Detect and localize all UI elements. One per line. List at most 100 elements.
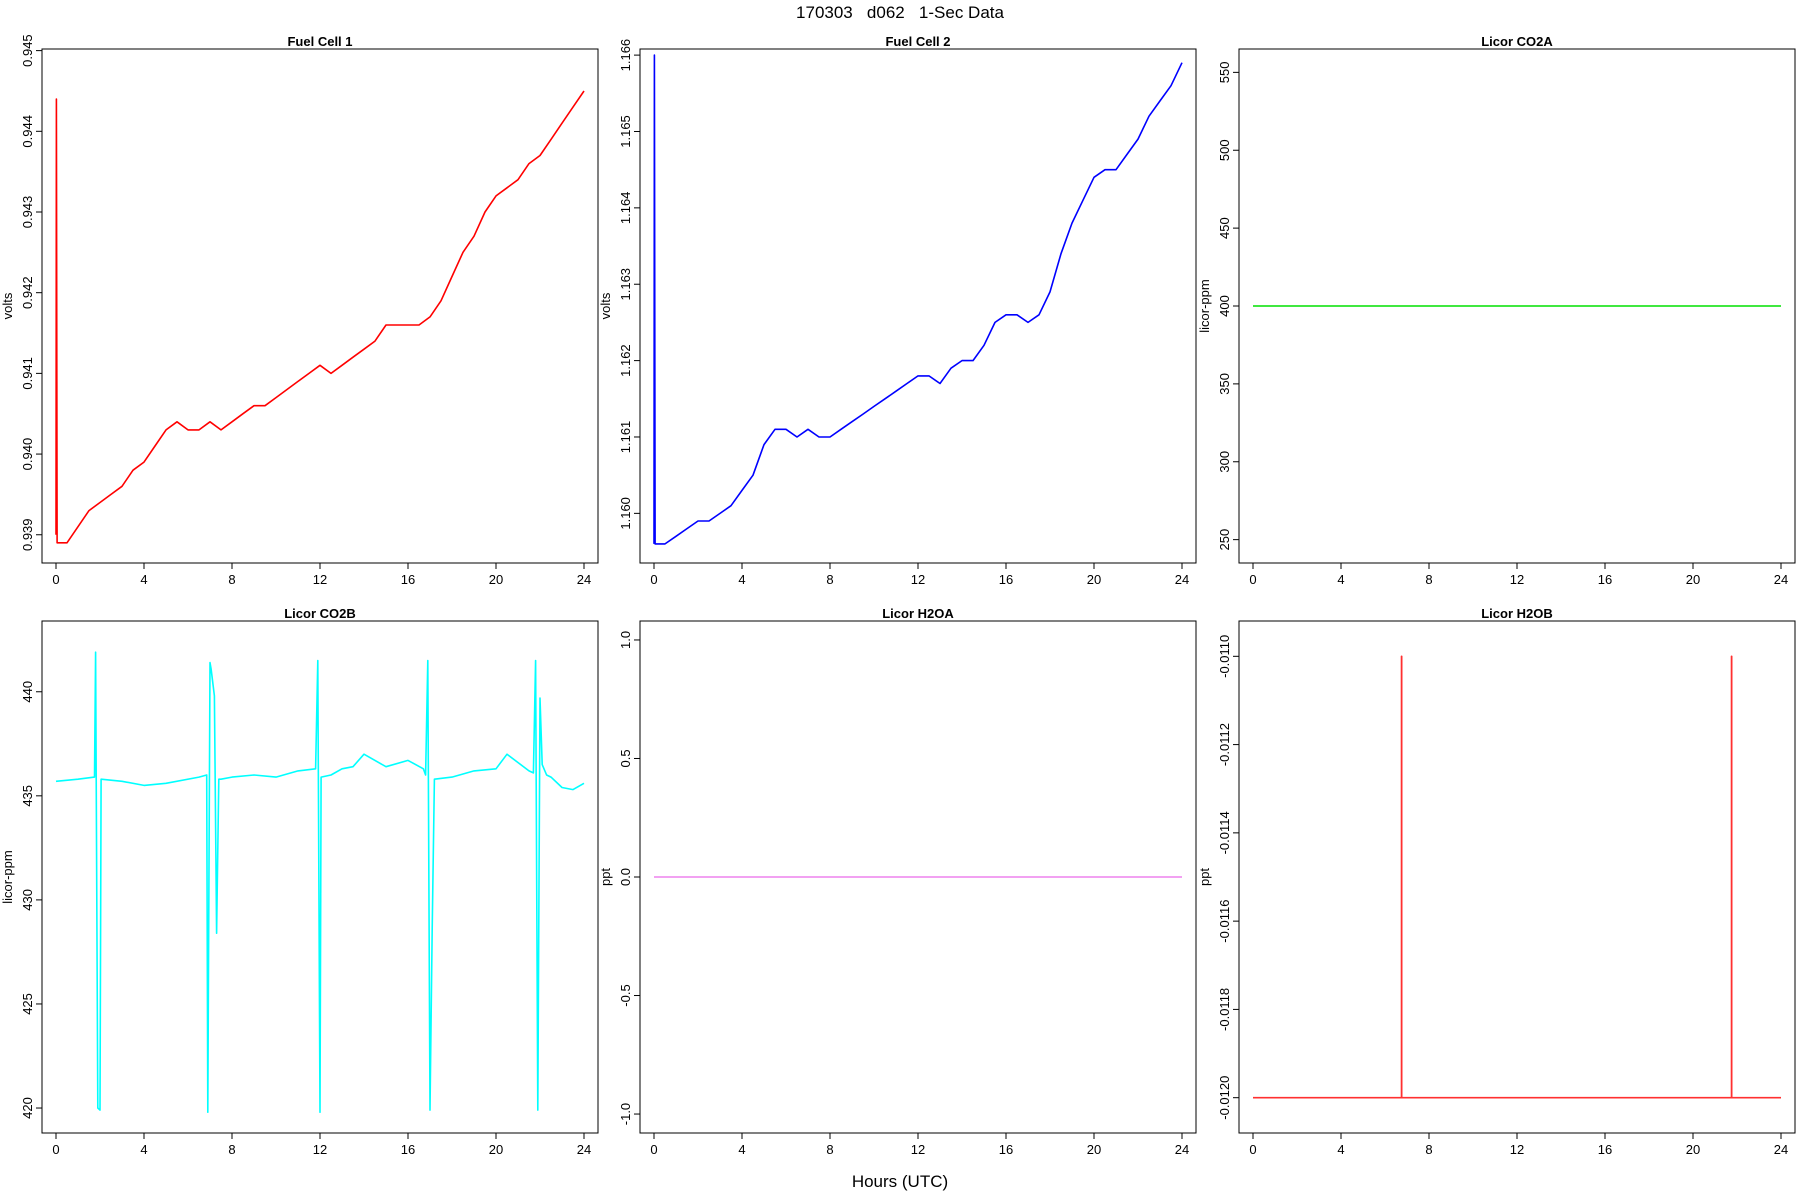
x-tick-label: 12 xyxy=(313,1142,327,1157)
series-line xyxy=(55,651,585,1113)
panel-licor-co2b: Licor CO2B licor-ppm 0 4 8 12 16 20 24 420 425 430 4… xyxy=(0,606,599,1157)
x-tick-label: 4 xyxy=(738,1142,745,1157)
y-tick-label: 0.944 xyxy=(20,115,35,148)
x-tick-label: 4 xyxy=(1337,572,1344,587)
x-tick-label: 8 xyxy=(228,572,235,587)
x-tick-label: 8 xyxy=(1425,572,1432,587)
panel-title: Licor CO2A xyxy=(1481,34,1553,49)
x-axis-title: Hours (UTC) xyxy=(851,1172,949,1191)
y-tick-label: -1.0 xyxy=(618,1103,633,1125)
y-tick-label: 1.162 xyxy=(618,344,633,377)
y-tick-label: 1.161 xyxy=(618,421,633,454)
y-tick-label: 420 xyxy=(20,1097,35,1119)
figure-title: 170303 d062 1-Sec Data xyxy=(796,3,1004,22)
y-axis-label: licor-ppm xyxy=(1197,279,1212,332)
y-tick-label: 0.945 xyxy=(20,34,35,67)
y-tick-label: 1.166 xyxy=(618,39,633,72)
y-tick-label: 0.941 xyxy=(20,357,35,390)
y-tick-label: 0.0 xyxy=(618,868,633,886)
x-tick-label: 4 xyxy=(738,572,745,587)
x-tick-label: 20 xyxy=(1087,1142,1101,1157)
x-tick-label: 16 xyxy=(999,1142,1013,1157)
y-tick-label: 0.5 xyxy=(618,749,633,767)
y-tick-label: 0.942 xyxy=(20,276,35,309)
y-tick-label: 430 xyxy=(20,889,35,911)
panel-title: Licor H2OB xyxy=(1481,606,1553,621)
series-line xyxy=(55,90,585,544)
x-tick-label: 4 xyxy=(1337,1142,1344,1157)
y-tick-label: 0.943 xyxy=(20,196,35,229)
y-tick-label: 0.940 xyxy=(20,438,35,471)
x-tick-label: 0 xyxy=(1249,1142,1256,1157)
y-tick-label: 450 xyxy=(1217,217,1232,239)
x-tick-label: 8 xyxy=(826,1142,833,1157)
x-tick-label: 24 xyxy=(1774,1142,1788,1157)
y-axis-label: volts xyxy=(0,292,15,319)
x-tick-label: 16 xyxy=(401,572,415,587)
y-tick-label: -0.0114 xyxy=(1217,811,1232,854)
panel-licor-h2oa: Licor H2OA ppt 0 4 8 12 16 20 24 -1.0 -0.5 0.0 0.5 1.… xyxy=(598,606,1197,1157)
y-tick-label: -0.0112 xyxy=(1217,723,1232,766)
y-tick-label: -0.5 xyxy=(618,984,633,1006)
x-tick-label: 12 xyxy=(911,1142,925,1157)
x-tick-label: 0 xyxy=(1249,572,1256,587)
x-tick-label: 8 xyxy=(826,572,833,587)
y-tick-label: 400 xyxy=(1217,295,1232,317)
y-tick-label: 440 xyxy=(20,681,35,703)
x-tick-label: 24 xyxy=(1175,1142,1189,1157)
x-tick-label: 16 xyxy=(1598,1142,1612,1157)
panel-licor-co2a: Licor CO2A licor-ppm 0 4 8 12 16 20 24 250 300 350 4… xyxy=(1197,34,1796,587)
x-tick-label: 12 xyxy=(1510,1142,1524,1157)
panel-fuel-cell-1: Fuel Cell 1 volts 0 4 8 12 16 20 24 0.939 0.940 0.9… xyxy=(0,34,599,587)
y-tick-label: 350 xyxy=(1217,373,1232,395)
x-tick-label: 24 xyxy=(1774,572,1788,587)
x-tick-label: 16 xyxy=(999,572,1013,587)
panel-title: Fuel Cell 1 xyxy=(287,34,352,49)
y-axis-label: licor-ppm xyxy=(0,850,15,903)
x-tick-label: 0 xyxy=(52,1142,59,1157)
x-tick-label: 0 xyxy=(650,572,657,587)
y-tick-label: -0.0120 xyxy=(1217,1076,1232,1120)
x-tick-label: 24 xyxy=(577,572,591,587)
x-tick-label: 20 xyxy=(1686,572,1700,587)
x-tick-label: 20 xyxy=(489,1142,503,1157)
panel-licor-h2ob: Licor H2OB ppt 0 4 8 12 16 20 24 -0.0120 -0.0118 -0… xyxy=(1197,606,1796,1157)
panel-title: Fuel Cell 2 xyxy=(885,34,950,49)
y-tick-label: 300 xyxy=(1217,451,1232,473)
plot-frame xyxy=(41,48,599,564)
x-tick-label: 12 xyxy=(1510,572,1524,587)
x-tick-label: 16 xyxy=(401,1142,415,1157)
y-tick-label: -0.0110 xyxy=(1217,635,1232,678)
x-tick-label: 4 xyxy=(140,572,147,587)
x-tick-label: 8 xyxy=(228,1142,235,1157)
series-line xyxy=(1253,655,1781,1099)
y-tick-label: 425 xyxy=(20,993,35,1015)
y-tick-label: 1.160 xyxy=(618,497,633,530)
y-tick-label: 1.164 xyxy=(618,192,633,225)
x-tick-label: 20 xyxy=(1087,572,1101,587)
x-tick-label: 12 xyxy=(911,572,925,587)
x-tick-label: 20 xyxy=(489,572,503,587)
panel-title: Licor CO2B xyxy=(284,606,356,621)
plot-frame xyxy=(639,48,1197,564)
x-tick-label: 0 xyxy=(650,1142,657,1157)
x-tick-label: 16 xyxy=(1598,572,1612,587)
y-axis-label: ppt xyxy=(1197,868,1212,886)
x-tick-label: 4 xyxy=(140,1142,147,1157)
y-axis-label: ppt xyxy=(598,868,613,886)
y-tick-label: 435 xyxy=(20,785,35,807)
x-tick-label: 12 xyxy=(313,572,327,587)
series-line xyxy=(653,54,1183,545)
y-tick-label: 500 xyxy=(1217,139,1232,161)
y-tick-label: 550 xyxy=(1217,62,1232,84)
y-tick-label: 250 xyxy=(1217,529,1232,551)
x-tick-label: 8 xyxy=(1425,1142,1432,1157)
x-tick-label: 24 xyxy=(1175,572,1189,587)
plot-frame xyxy=(1238,620,1796,1134)
x-tick-label: 0 xyxy=(52,572,59,587)
panel-title: Licor H2OA xyxy=(882,606,954,621)
x-tick-label: 20 xyxy=(1686,1142,1700,1157)
y-tick-label: -0.0116 xyxy=(1217,900,1232,943)
y-tick-label: 1.0 xyxy=(618,631,633,649)
